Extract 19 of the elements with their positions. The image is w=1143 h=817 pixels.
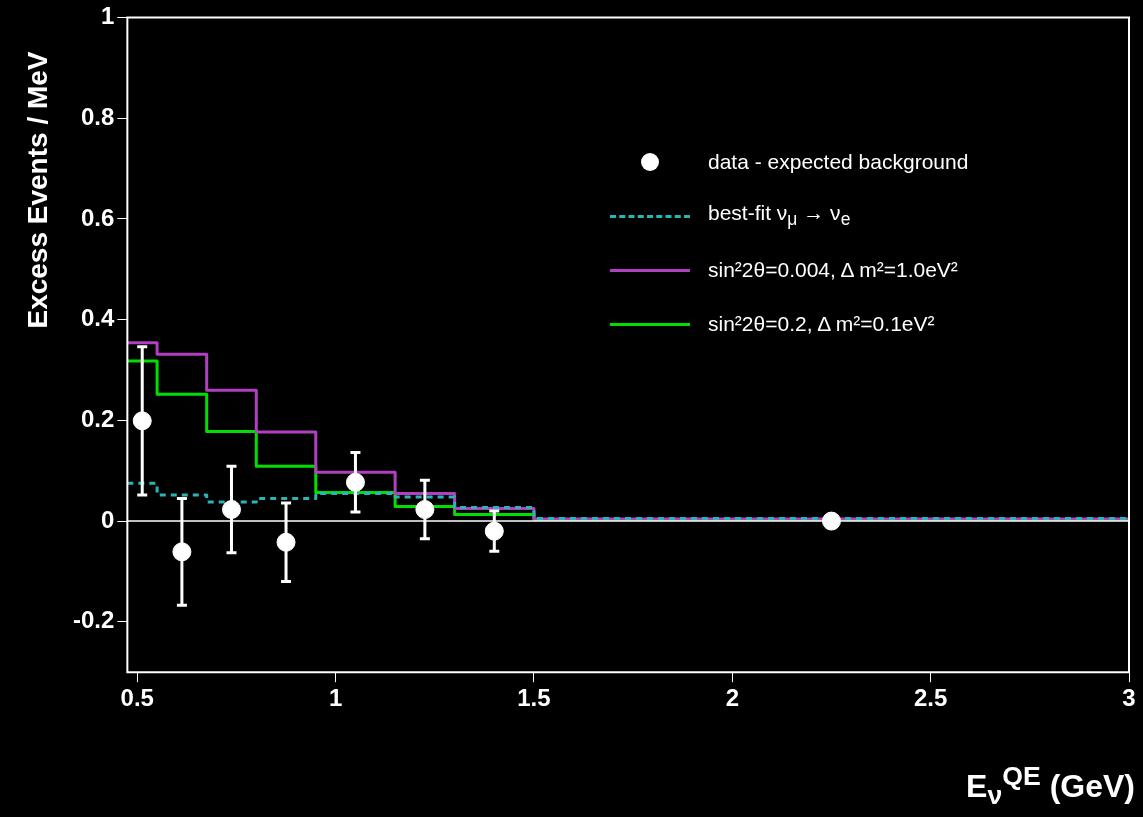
x-tick-label: 0.5: [120, 684, 154, 712]
y-tick-label: 0: [101, 505, 115, 533]
y-tick-label: 0.8: [80, 102, 115, 130]
x-tick-label: 1.5: [517, 684, 551, 712]
y-tick-label: 0.2: [80, 404, 115, 432]
y-tick-label: 0.4: [80, 304, 115, 332]
x-tick-label: 3: [1122, 684, 1136, 712]
legend-label: best-fit ν$_{μ}$ → ν$_{e}$: [708, 201, 851, 231]
x-tick-label: 2.5: [913, 684, 948, 712]
y-tick-label: -0.2: [73, 606, 115, 634]
legend-label: sin²2θ=0.2, Δ m²=0.1eV²: [708, 312, 935, 336]
x-tick-label: 2: [725, 684, 739, 712]
y-tick-label: 1: [101, 2, 115, 30]
y-tick-label: 0.6: [80, 203, 115, 231]
y-axis-title: Excess Events / MeV: [22, 50, 54, 331]
x-tick-label: 1: [328, 684, 343, 712]
legend-label: sin²2θ=0.004, Δ m²=1.0eV²: [708, 258, 958, 282]
x-axis-title: E$_{ν}$$^{QE}$ (GeV): [966, 760, 1135, 811]
legend-label: data - expected background: [708, 150, 969, 174]
